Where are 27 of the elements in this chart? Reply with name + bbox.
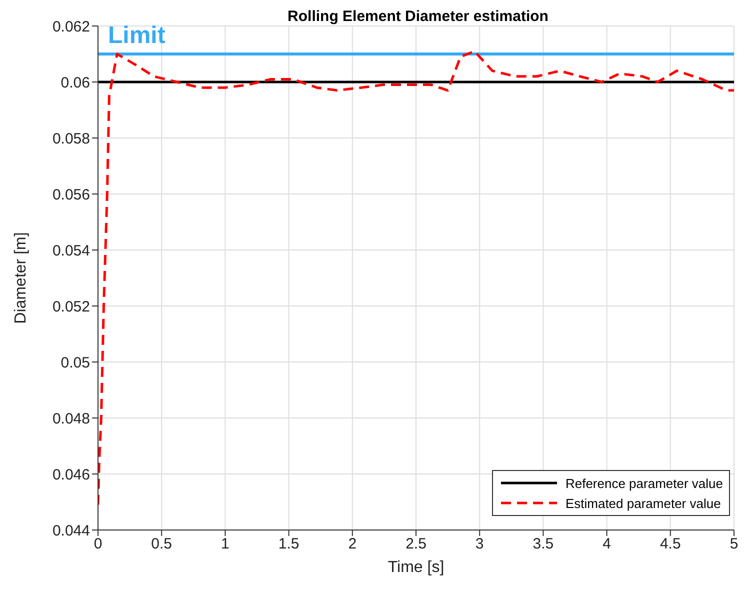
x-tick-label: 3 xyxy=(475,536,484,553)
y-tick-label: 0.048 xyxy=(52,410,90,428)
y-tick-label: 0.044 xyxy=(52,522,90,540)
x-tick-label: 1.5 xyxy=(278,536,300,553)
y-axis-title: Diameter [m] xyxy=(12,232,30,324)
y-tick-label: 0.05 xyxy=(60,354,90,372)
x-tick-label: 1 xyxy=(221,536,230,553)
x-tick-label: 5 xyxy=(730,536,738,553)
x-axis-title: Time [s] xyxy=(388,559,444,576)
chart-title: Rolling Element Diameter estimation xyxy=(288,8,548,25)
x-tick-label: 0.5 xyxy=(151,536,172,553)
y-tick-label: 0.052 xyxy=(52,298,90,316)
x-tick-label: 4 xyxy=(602,536,611,553)
x-tick-label: 4.5 xyxy=(660,536,681,553)
y-tick-label: 0.056 xyxy=(52,186,90,204)
ref-line-label: Limit xyxy=(108,22,166,50)
y-tick-label: 0.06 xyxy=(60,74,90,92)
legend-label: Reference parameter value xyxy=(565,476,723,490)
y-tick-label: 0.054 xyxy=(52,242,90,260)
y-tick-label: 0.058 xyxy=(52,130,90,148)
x-tick-label: 2.5 xyxy=(406,536,426,553)
x-tick-label: 2 xyxy=(348,536,357,553)
x-tick-label: 3.5 xyxy=(532,536,554,553)
y-tick-label: 0.046 xyxy=(52,466,90,484)
x-tick-label: 0 xyxy=(94,536,102,553)
legend-label: Estimated parameter value xyxy=(565,496,721,510)
y-tick-label: 0.062 xyxy=(52,18,90,36)
